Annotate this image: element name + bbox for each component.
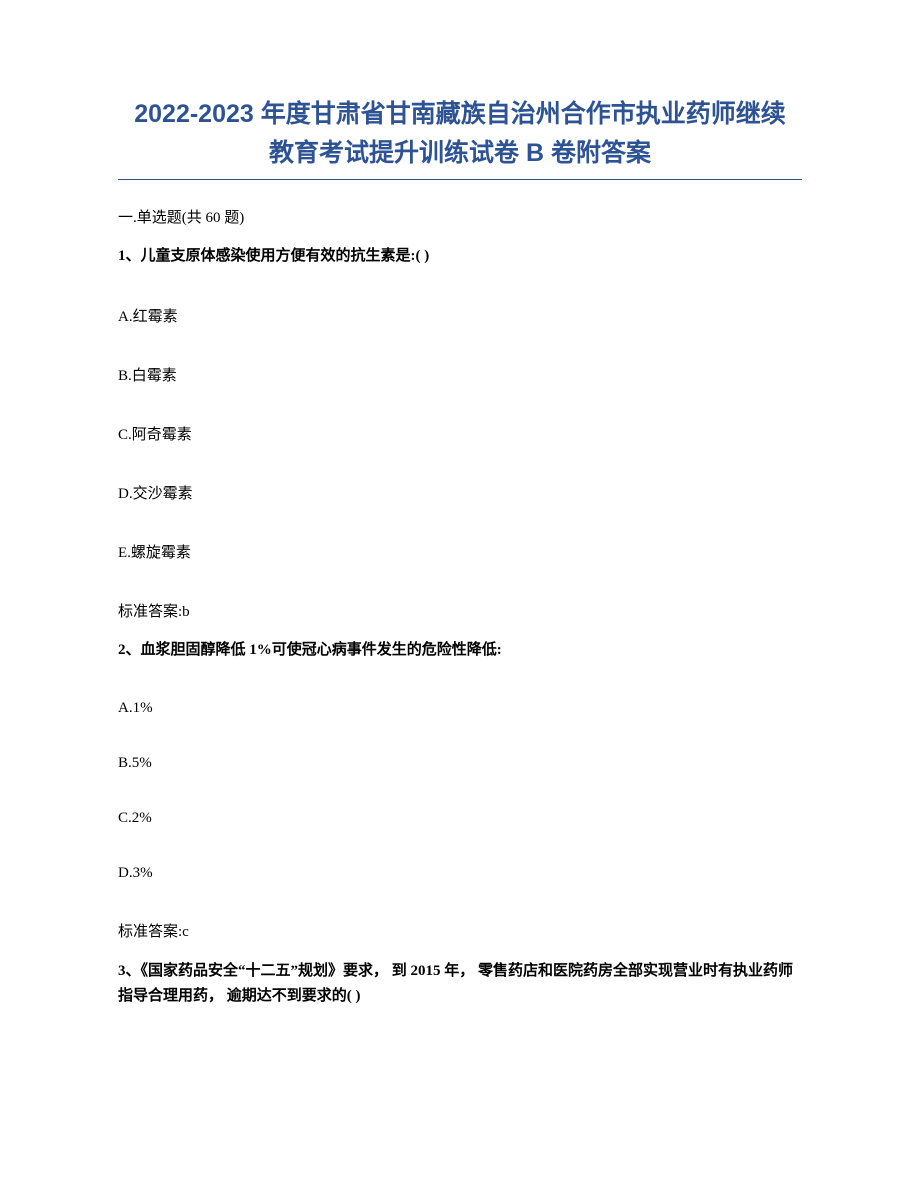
q1-option-e: E.螺旋霉素	[118, 541, 802, 562]
q2-option-b: B.5%	[118, 755, 802, 772]
document-title: 2022-2023 年度甘肃省甘南藏族自治州合作市执业药师继续 教育考试提升训练…	[118, 95, 802, 173]
q2-option-a: A.1%	[118, 700, 802, 717]
q2-option-d: D.3%	[118, 865, 802, 882]
q2-stem: 2、血浆胆固醇降低 1%可使冠心病事件发生的危险性降低:	[118, 639, 802, 662]
q3-stem: 3、《国家药品安全“十二五”规划》要求， 到 2015 年， 零售药店和医院药房…	[118, 959, 802, 1010]
q1-answer: 标准答案:b	[118, 600, 802, 621]
title-line-2: 教育考试提升训练试卷 B 卷附答案	[269, 139, 651, 167]
title-line-1: 2022-2023 年度甘肃省甘南藏族自治州合作市执业药师继续	[134, 100, 786, 128]
title-underline	[118, 179, 802, 180]
q1-option-b: B.白霉素	[118, 364, 802, 385]
q2-answer: 标准答案:c	[118, 920, 802, 941]
q1-option-a: A.红霉素	[118, 305, 802, 326]
section-header: 一.单选题(共 60 题)	[118, 206, 802, 227]
q2-option-c: C.2%	[118, 810, 802, 827]
q1-option-c: C.阿奇霉素	[118, 423, 802, 444]
q1-stem: 1、儿童支原体感染使用方便有效的抗生素是:( )	[118, 245, 802, 268]
q1-option-d: D.交沙霉素	[118, 482, 802, 503]
